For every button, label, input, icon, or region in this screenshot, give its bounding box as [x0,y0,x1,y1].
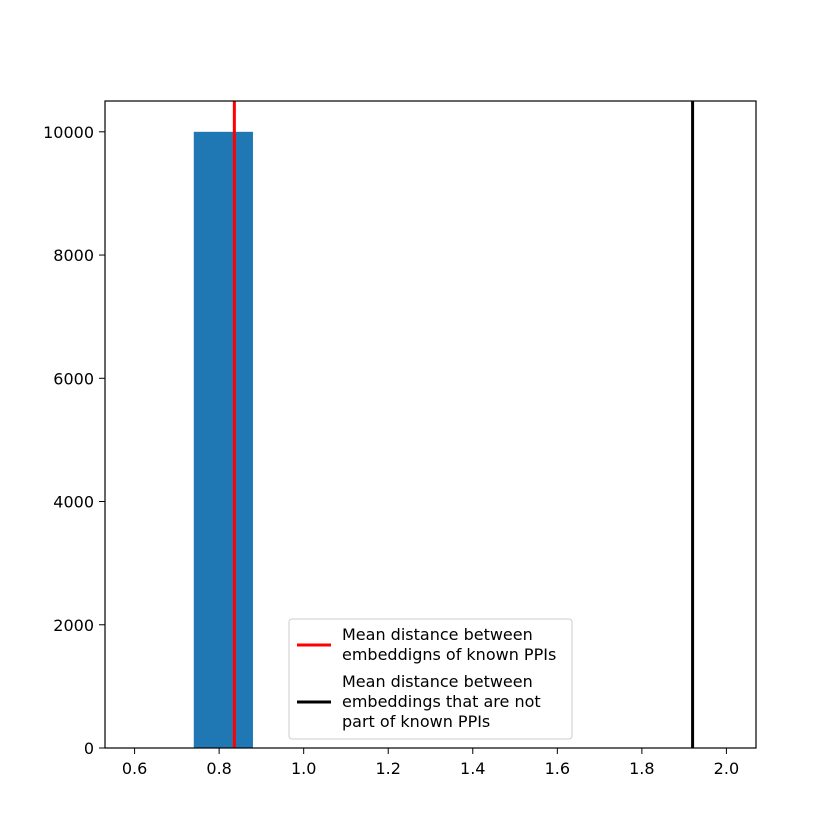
legend-box [288,618,573,740]
y-tick-label: 0 [84,739,94,758]
bars-layer [193,131,253,749]
x-tick-label: 1.0 [291,759,316,778]
x-tick-label: 1.4 [460,759,485,778]
vertical-lines-layer [232,101,695,748]
histogram-bar-0 [193,131,253,749]
plot-frame [104,100,757,749]
x-tick-label: 1.8 [629,759,654,778]
y-tick-label: 2000 [53,616,94,635]
y-tick-label: 8000 [53,246,94,265]
y-tick-label: 4000 [53,493,94,512]
legend-label-1: part of known PPIs [342,712,490,731]
x-tick-label: 0.8 [206,759,231,778]
x-tick-label: 1.6 [545,759,570,778]
x-tick-label: 0.6 [122,759,147,778]
y-tick-label: 10000 [43,123,94,142]
legend-label-0: Mean distance between [342,625,533,644]
legend-label-1: embeddings that are not [342,692,541,711]
x-tick-label: 2.0 [714,759,739,778]
y-axis-ticks: 0 2000 4000 6000 8000 10000 [43,123,105,758]
x-axis-ticks: 0.6 0.8 1.0 1.2 1.4 1.6 1.8 2.0 [122,748,739,778]
x-tick-label: 1.2 [376,759,401,778]
legend-label-0: embeddigns of known PPIs [342,645,556,664]
legend-label-1: Mean distance between [342,672,533,691]
y-tick-label: 6000 [53,369,94,388]
